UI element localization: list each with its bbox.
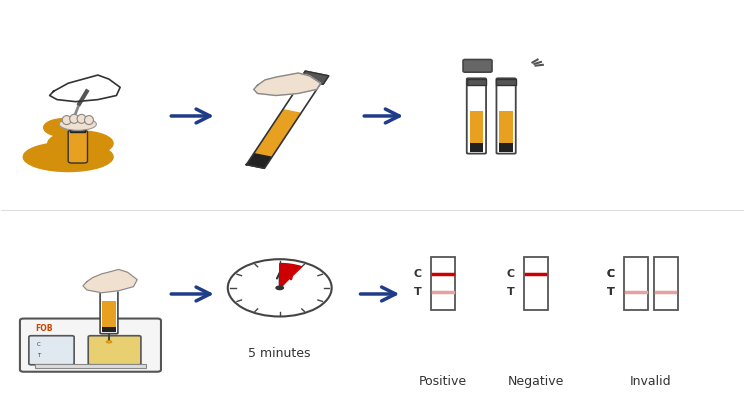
Ellipse shape	[63, 115, 72, 124]
Text: Negative: Negative	[507, 375, 564, 389]
FancyBboxPatch shape	[496, 78, 516, 154]
Circle shape	[228, 259, 332, 316]
FancyBboxPatch shape	[29, 336, 74, 365]
Text: C: C	[606, 269, 615, 279]
Bar	[496, 79, 516, 85]
Bar	[100, 284, 118, 289]
Text: C: C	[606, 269, 615, 279]
Text: 5 minutes: 5 minutes	[249, 347, 311, 360]
Text: FOB: FOB	[35, 324, 52, 333]
FancyBboxPatch shape	[88, 336, 141, 365]
Text: T: T	[37, 353, 40, 358]
Bar	[102, 300, 115, 332]
Text: Positive: Positive	[419, 375, 467, 389]
FancyBboxPatch shape	[431, 257, 455, 310]
Text: T: T	[607, 287, 615, 297]
Ellipse shape	[70, 115, 78, 123]
Ellipse shape	[106, 341, 112, 343]
Bar	[467, 79, 486, 85]
Text: T: T	[607, 287, 615, 297]
Ellipse shape	[84, 115, 93, 124]
Ellipse shape	[23, 142, 113, 171]
FancyBboxPatch shape	[467, 78, 486, 154]
Text: Invalid: Invalid	[630, 375, 672, 389]
Ellipse shape	[77, 115, 86, 123]
FancyBboxPatch shape	[524, 257, 548, 310]
Polygon shape	[247, 110, 300, 168]
Polygon shape	[247, 154, 271, 168]
Text: C: C	[37, 342, 41, 347]
FancyBboxPatch shape	[20, 318, 161, 372]
FancyBboxPatch shape	[624, 257, 648, 310]
Bar	[102, 327, 115, 332]
FancyBboxPatch shape	[69, 130, 87, 163]
Text: T: T	[507, 287, 515, 297]
FancyBboxPatch shape	[463, 59, 492, 72]
Circle shape	[275, 286, 284, 290]
Text: T: T	[414, 287, 422, 297]
Bar	[71, 125, 85, 132]
Polygon shape	[299, 71, 329, 84]
Polygon shape	[247, 80, 320, 168]
Bar	[35, 364, 146, 368]
Text: C: C	[507, 269, 515, 279]
Polygon shape	[83, 269, 137, 293]
Bar	[470, 112, 483, 152]
Wedge shape	[279, 264, 302, 288]
Polygon shape	[254, 73, 320, 96]
Bar	[470, 143, 483, 152]
Ellipse shape	[44, 119, 84, 137]
Ellipse shape	[48, 131, 113, 156]
FancyBboxPatch shape	[654, 257, 677, 310]
Text: C: C	[413, 269, 422, 279]
Bar	[499, 143, 513, 152]
FancyBboxPatch shape	[100, 283, 118, 334]
Ellipse shape	[60, 118, 96, 130]
Bar	[499, 112, 513, 152]
